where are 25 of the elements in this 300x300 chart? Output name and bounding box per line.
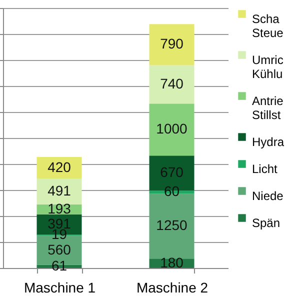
- data-label: 1000: [156, 120, 188, 137]
- legend-label: Scha Steue: [252, 12, 284, 40]
- bar: [149, 104, 194, 156]
- data-label: 60: [164, 183, 180, 200]
- legend-label: Niede: [252, 189, 284, 203]
- x-tick-label: Maschine 1: [24, 280, 96, 296]
- data-label: 491: [48, 182, 72, 199]
- data-label: 740: [160, 75, 184, 92]
- data-label: 180: [160, 254, 184, 270]
- data-label: 790: [160, 36, 184, 52]
- legend-label: Umric Kühlu: [252, 53, 284, 81]
- data-label: 1250: [156, 217, 188, 234]
- legend-label: Antrie Stillst: [252, 94, 284, 122]
- bar: [36, 156, 82, 179]
- data-label: 420: [48, 158, 72, 175]
- bar: [36, 178, 82, 204]
- bar: [149, 24, 194, 66]
- legend-label: Spän: [252, 216, 280, 230]
- x-tick-label: Maschine 2: [136, 280, 208, 296]
- data-label: 193: [48, 200, 72, 216]
- data-label: 670: [160, 164, 184, 180]
- data-label: 560: [48, 241, 72, 258]
- legend-label: Hydra: [252, 135, 284, 149]
- legend-label: Licht: [252, 162, 278, 176]
- bar: [149, 65, 194, 104]
